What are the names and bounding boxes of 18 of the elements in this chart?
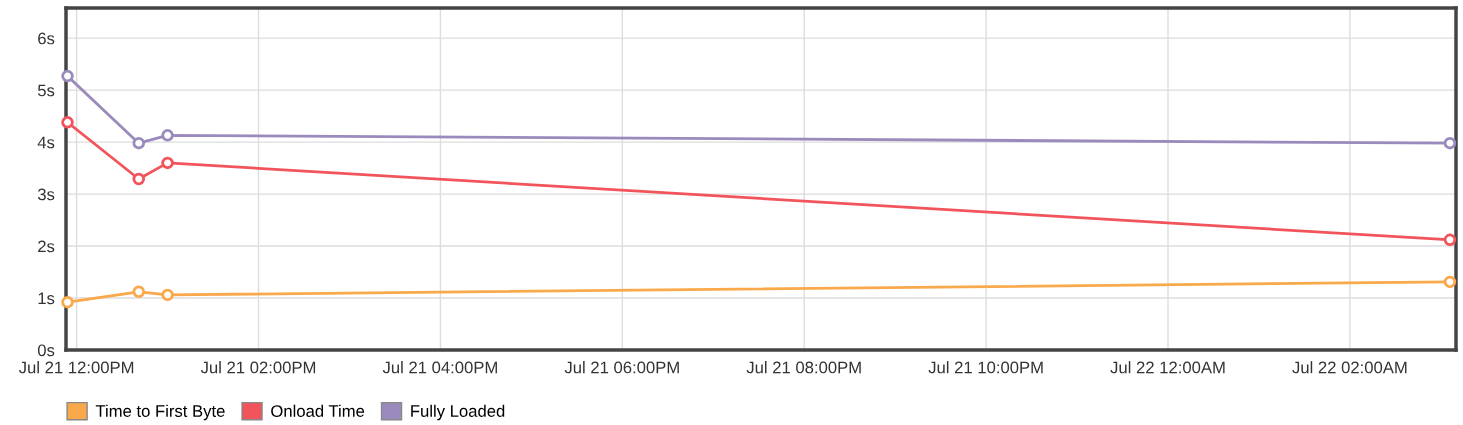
x-tick-label: Jul 21 04:00PM xyxy=(382,361,497,374)
y-tick-label: 3s xyxy=(37,188,55,201)
x-tick-label: Jul 22 12:00AM xyxy=(1110,361,1225,374)
y-tick-label: 5s xyxy=(37,84,55,97)
x-tick-label: Jul 21 02:00PM xyxy=(200,361,316,374)
x-tick-label: Jul 21 12:00PM xyxy=(18,361,134,374)
y-tick-label: 4s xyxy=(37,136,55,149)
legend-label: Fully Loaded xyxy=(411,404,505,421)
x-tick-label: Jul 21 08:00PM xyxy=(746,361,861,374)
y-tick-label: 0s xyxy=(37,344,55,357)
legend-label: Time to First Byte xyxy=(95,404,225,421)
y-tick-label: 2s xyxy=(38,240,55,253)
legend-label: Onload Time xyxy=(271,404,365,417)
y-tick-label: 6s xyxy=(38,32,55,45)
y-tick-label: 1s xyxy=(38,292,55,305)
x-tick-label: Jul 21 10:00PM xyxy=(928,361,1043,374)
x-tick-label: Jul 21 06:00PM xyxy=(564,361,679,374)
x-tick-label: Jul 22 02:00AM xyxy=(1292,361,1407,374)
